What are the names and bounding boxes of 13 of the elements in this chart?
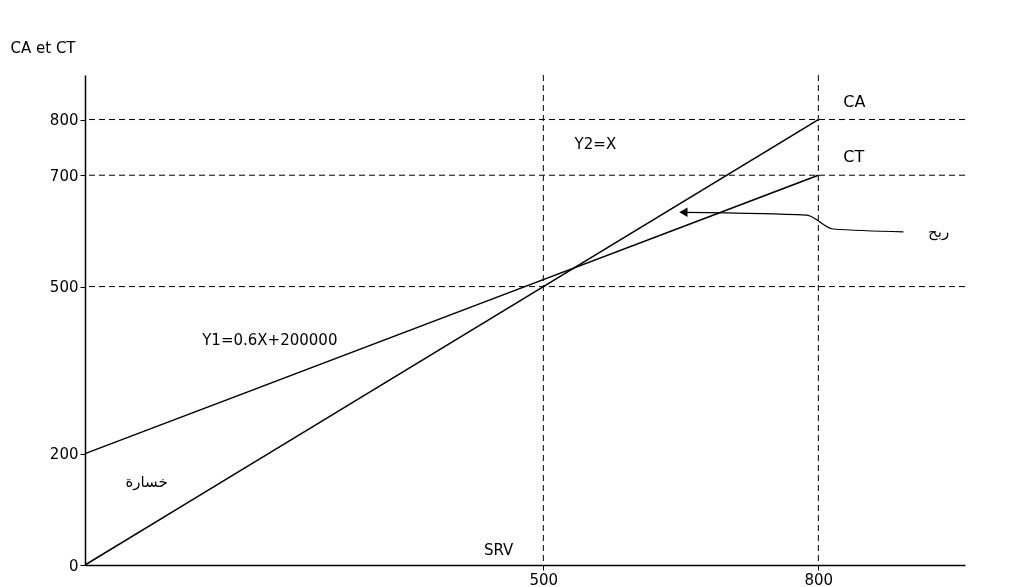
annotation: خسارة <box>125 472 168 491</box>
y-tick-label: 500 <box>49 278 79 297</box>
annotation: SRV <box>483 541 515 560</box>
series-label: CA <box>843 91 866 111</box>
annotation: ربح <box>928 222 950 241</box>
series-label: CT <box>843 147 865 167</box>
y-tick-label: 700 <box>49 166 79 185</box>
y-tick-label: 800 <box>49 111 79 130</box>
y-tick-label: 200 <box>49 445 79 464</box>
annotation: Y2=X <box>573 134 617 153</box>
y-tick-label: 0 <box>68 556 79 575</box>
y-axis-title: CA et CT <box>10 38 77 57</box>
annotation: Y1=0.6X+200000 <box>201 330 338 349</box>
